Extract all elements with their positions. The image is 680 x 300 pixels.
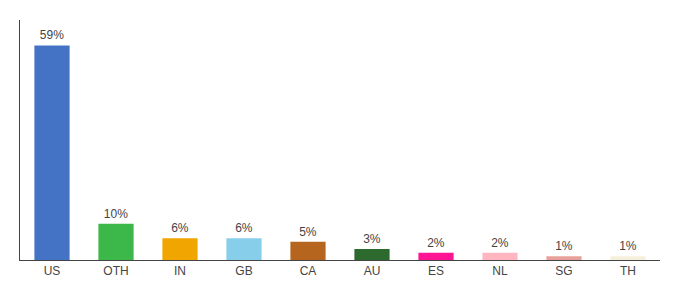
svg-text:TH: TH: [620, 264, 636, 278]
svg-text:SG: SG: [555, 264, 572, 278]
svg-text:CA: CA: [300, 264, 317, 278]
svg-text:GB: GB: [235, 264, 252, 278]
svg-text:5%: 5%: [299, 225, 317, 239]
svg-text:3%: 3%: [363, 232, 381, 246]
svg-text:1%: 1%: [555, 239, 573, 253]
svg-text:OTH: OTH: [103, 264, 128, 278]
svg-text:1%: 1%: [619, 239, 637, 253]
svg-text:ES: ES: [428, 264, 444, 278]
svg-text:6%: 6%: [235, 221, 253, 235]
svg-text:US: US: [44, 264, 61, 278]
svg-text:IN: IN: [174, 264, 186, 278]
svg-text:10%: 10%: [104, 207, 128, 221]
svg-text:NL: NL: [492, 264, 508, 278]
svg-text:6%: 6%: [171, 221, 189, 235]
svg-text:AU: AU: [364, 264, 381, 278]
svg-text:59%: 59%: [40, 28, 64, 42]
svg-text:2%: 2%: [427, 236, 445, 250]
svg-text:2%: 2%: [491, 236, 509, 250]
